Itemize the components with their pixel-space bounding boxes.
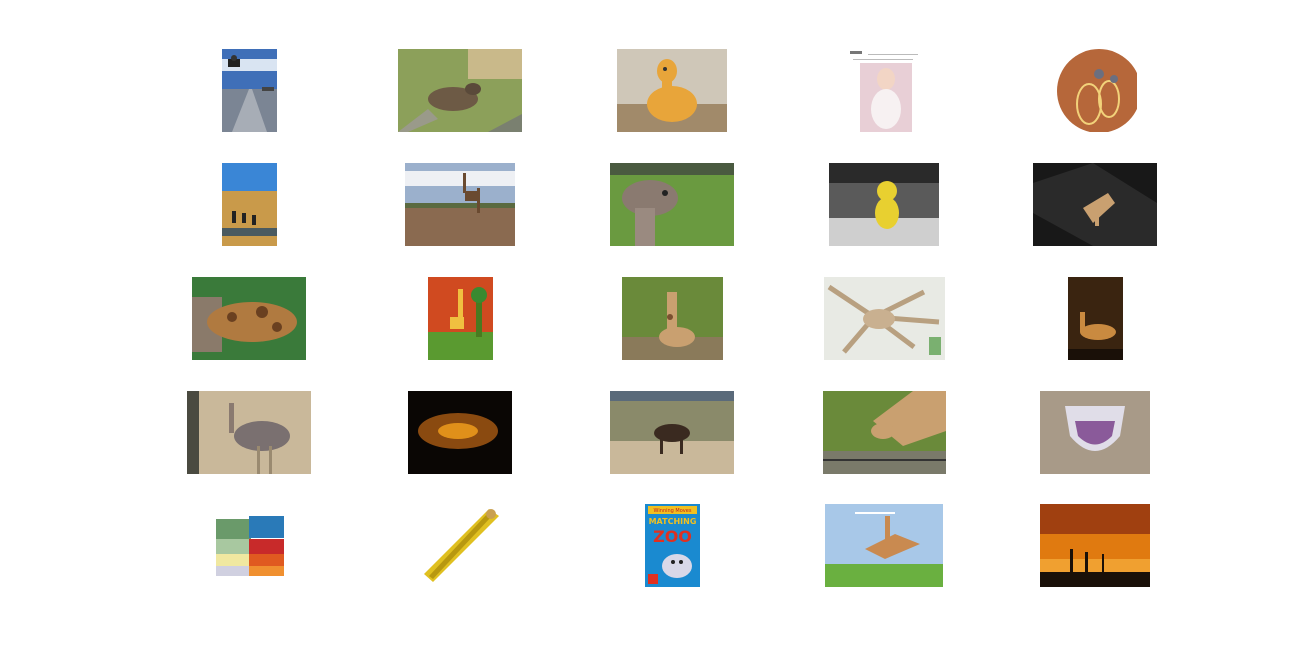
grid-cell [169, 162, 329, 246]
thumb-giraffe-drinking-ad[interactable] [822, 390, 946, 474]
thumb-giraffe-night[interactable] [408, 390, 512, 474]
thumb-giraffe-painting[interactable] [427, 276, 493, 360]
thumb-stretched-giraffe-art[interactable] [823, 276, 945, 360]
grid-cell [1015, 503, 1175, 587]
thumb-matching-zoo-box[interactable]: Winning Moves MATCHING ZOO [644, 503, 700, 587]
thumb-giraffe-road[interactable] [405, 162, 515, 246]
grid-cell [592, 390, 752, 474]
thumb-cloth-diaper[interactable] [1040, 390, 1150, 474]
thumb-sable-antelope[interactable] [610, 390, 734, 474]
thumb-giraffe-ruler[interactable] [418, 503, 502, 587]
grid-cell [169, 48, 329, 132]
grid-cell [1015, 390, 1175, 474]
grid-cell [592, 162, 752, 246]
box-brand-text: Winning Moves [653, 508, 691, 514]
thumb-earring[interactable] [1053, 48, 1137, 132]
grid-cell [380, 276, 540, 360]
thumb-antelope-resting[interactable] [398, 48, 522, 132]
box-title-line1: MATCHING [648, 517, 696, 526]
thumb-giraffe-head-fence[interactable] [192, 276, 306, 360]
grid-cell [804, 390, 964, 474]
grid-cell [380, 48, 540, 132]
thumb-giraffe-cutout-dark[interactable] [1033, 162, 1157, 246]
grid-cell [169, 503, 329, 587]
grid-cell [380, 162, 540, 246]
grid-cell [804, 276, 964, 360]
thumb-savanna-zebras[interactable] [221, 162, 277, 246]
grid-cell [169, 390, 329, 474]
grid-cell [804, 48, 964, 132]
thumb-fashion-model-page[interactable] [848, 48, 920, 132]
thumb-giraffe-lying-dark[interactable] [1067, 276, 1123, 360]
thumb-baby-giraffe[interactable] [621, 276, 723, 360]
grid-cell [1015, 276, 1175, 360]
grid-cell [804, 503, 964, 587]
thumb-giraffe-sunset[interactable] [1040, 503, 1150, 587]
thumb-flying-giraffe-ad[interactable] [825, 503, 943, 587]
box-title-line2: ZOO [653, 527, 692, 546]
grid-cell [380, 503, 540, 587]
grid-cell [1015, 162, 1175, 246]
thumb-ostrich-closeup[interactable] [610, 162, 734, 246]
grid-cell [380, 390, 540, 474]
thumb-towel-stack[interactable] [210, 503, 288, 587]
grid-cell [592, 276, 752, 360]
grid-cell [592, 48, 752, 132]
grid-cell: Winning Moves MATCHING ZOO [592, 503, 752, 587]
thumb-yellow-toy[interactable] [829, 162, 939, 246]
grid-cell [804, 162, 964, 246]
thumb-ostrich-standing[interactable] [187, 390, 311, 474]
grid-cell [169, 276, 329, 360]
thumb-plush-giraffe[interactable] [617, 48, 727, 132]
grid-cell [1015, 48, 1175, 132]
thumb-skateboarder[interactable] [221, 48, 277, 132]
